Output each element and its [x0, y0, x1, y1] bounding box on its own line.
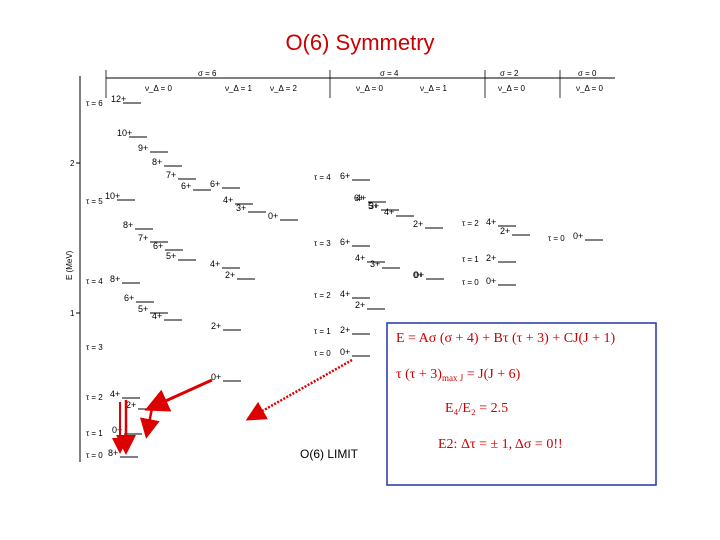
- tau-label: τ = 1: [462, 255, 479, 264]
- transition-arrow-dotted: [245, 358, 353, 421]
- energy-formula: E = Aσ (σ + 4) + Bτ (τ + 3) + CJ(J + 1): [396, 331, 615, 346]
- level-label: 2+: [500, 226, 510, 236]
- level-label: 6+: [124, 293, 134, 303]
- ratio-formula: E₄/E₂ = 2.5: [445, 401, 508, 416]
- level-label: 5+: [166, 251, 176, 261]
- level-label: 2+: [355, 300, 365, 310]
- level-label: 2+: [225, 270, 235, 280]
- nu-header: ν_Δ = 0: [576, 84, 603, 93]
- level-label: 4+: [340, 289, 350, 299]
- level-label: 8+: [110, 274, 120, 284]
- tau-label: τ = 5: [86, 197, 103, 206]
- level-label: 0+: [268, 211, 278, 221]
- transition-arrow: [144, 378, 213, 412]
- level-label: 2+: [413, 219, 423, 229]
- limit-label: O(6) LIMIT: [300, 447, 359, 461]
- tau-relation-right: = J(J + 6): [463, 367, 520, 382]
- energy-levels: 12+10+9+8+7+6+10+8+7+6+5+8+6+5+4+6+4+3+4…: [105, 94, 603, 458]
- level-label: 4+: [486, 217, 496, 227]
- level-label: 2+: [126, 400, 136, 410]
- nu-header: ν_Δ = 1: [420, 84, 447, 93]
- level-label: 7+: [166, 170, 176, 180]
- level-label: 3+: [369, 201, 379, 211]
- level-label: 3+: [370, 259, 380, 269]
- nu-header: ν_Δ = 0: [498, 84, 525, 93]
- level-label: 0+: [211, 372, 221, 382]
- nu-header: ν_Δ = 1: [225, 84, 252, 93]
- level-label: 0+: [340, 347, 350, 357]
- y-tick-label: 2: [70, 159, 75, 168]
- level-label: 6+: [340, 237, 350, 247]
- tau-label: τ = 0: [314, 349, 331, 358]
- tau-label: τ = 1: [314, 327, 331, 336]
- level-label: 6+: [354, 193, 364, 203]
- level-label: 0+: [112, 425, 122, 435]
- level-label: 10+: [117, 128, 132, 138]
- sigma-header: σ = 0: [578, 69, 597, 78]
- level-label: 12+: [111, 94, 126, 104]
- y-axis-label: E (MeV): [65, 250, 74, 280]
- tau-relation: τ (τ + 3)max J = J(J + 6): [396, 367, 521, 383]
- level-label: 10+: [105, 191, 120, 201]
- level-label: 6+: [153, 241, 163, 251]
- page-title: O(6) Symmetry: [285, 30, 435, 55]
- level-label: 5+: [138, 304, 148, 314]
- level-label: 8+: [123, 220, 133, 230]
- level-label: 8+: [152, 157, 162, 167]
- level-label: 8+: [108, 448, 118, 458]
- tau-label: τ = 0: [86, 451, 103, 460]
- tau-label: τ = 6: [86, 99, 103, 108]
- level-label: 4+: [355, 253, 365, 263]
- tau-label: τ = 2: [86, 393, 103, 402]
- level-label: 4+: [210, 259, 220, 269]
- nu-header: ν_Δ = 2: [270, 84, 297, 93]
- equation-box: [386, 322, 657, 486]
- tau-relation-subscript: max J: [442, 373, 464, 383]
- level-label: 0+: [486, 276, 496, 286]
- e2-selection-rule: E2: Δτ = ± 1, Δσ = 0!!: [438, 437, 563, 452]
- level-label: 0+: [414, 270, 424, 280]
- sigma-header: σ = 6: [198, 69, 217, 78]
- tau-label: τ = 2: [462, 219, 479, 228]
- nu-header: ν_Δ = 0: [356, 84, 383, 93]
- y-tick-label: 1: [70, 309, 75, 318]
- tau-label: τ = 1: [86, 429, 103, 438]
- tau-label: τ = 0: [548, 234, 565, 243]
- level-label: 5+: [368, 201, 378, 211]
- level-label: 0+: [573, 231, 583, 241]
- nu-header: ν_Δ = 0: [145, 84, 172, 93]
- sigma-header: σ = 2: [500, 69, 519, 78]
- tau-label: τ = 3: [314, 239, 331, 248]
- level-label: 0+: [413, 270, 423, 280]
- level-label: 6+: [210, 179, 220, 189]
- tau-label: τ = 0: [462, 278, 479, 287]
- sigma-header: σ = 4: [380, 69, 399, 78]
- level-label: 6+: [181, 181, 191, 191]
- transition-arrow: [140, 407, 160, 439]
- level-label: 4+: [110, 389, 120, 399]
- tau-label: τ = 4: [86, 277, 103, 286]
- tau-label: τ = 3: [86, 343, 103, 352]
- level-label: 4+: [223, 195, 233, 205]
- tau-relation-left: τ (τ + 3): [396, 367, 442, 382]
- level-label: 2+: [211, 321, 221, 331]
- level-label: 7+: [138, 233, 148, 243]
- level-label: 4+: [356, 193, 366, 203]
- level-label: 4+: [152, 311, 162, 321]
- level-label: 6+: [340, 171, 350, 181]
- tau-label: τ = 2: [314, 291, 331, 300]
- level-label: 4+: [384, 207, 394, 217]
- level-label: 2+: [340, 325, 350, 335]
- level-label: 3+: [236, 203, 246, 213]
- level-label: 2+: [486, 253, 496, 263]
- tau-label: τ = 4: [314, 173, 331, 182]
- level-label: 9+: [138, 143, 148, 153]
